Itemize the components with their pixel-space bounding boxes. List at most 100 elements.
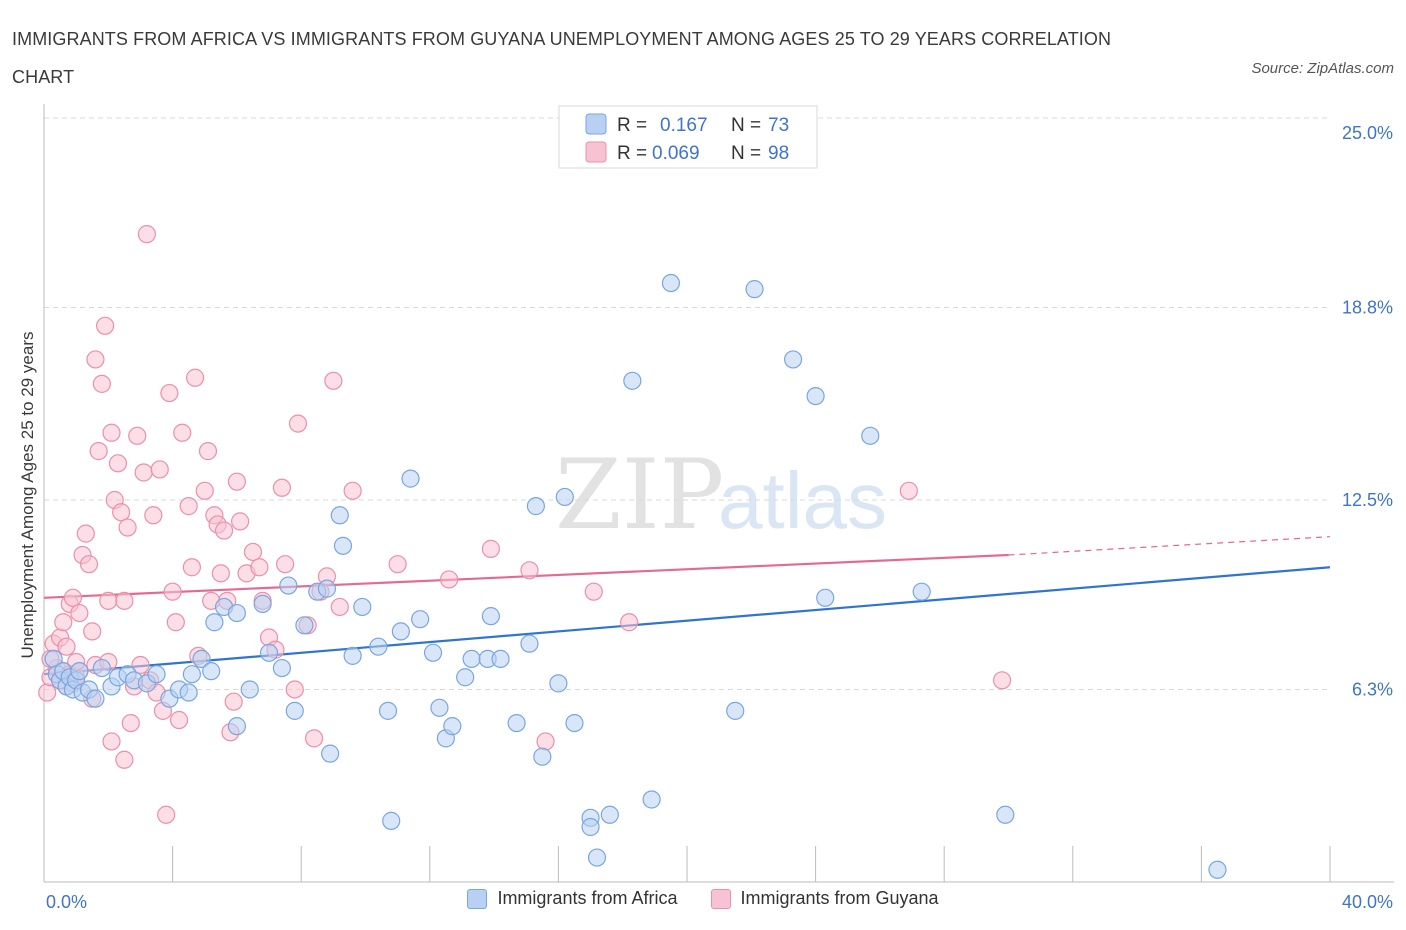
- y-tick-label: 18.8%: [1342, 297, 1393, 317]
- point-africa: [382, 811, 401, 830]
- point-africa: [321, 744, 340, 763]
- point-africa: [745, 280, 764, 299]
- point-guyana: [388, 555, 407, 574]
- point-africa: [259, 643, 279, 662]
- point-africa: [623, 371, 642, 390]
- trend-line-guyana-extrapolated: [1008, 536, 1331, 556]
- point-guyana: [481, 539, 500, 558]
- point-guyana: [620, 613, 639, 632]
- point-guyana: [38, 683, 57, 702]
- point-guyana: [166, 613, 185, 632]
- point-guyana: [992, 671, 1012, 690]
- point-guyana: [76, 524, 95, 543]
- legend-r-label-guyana: R =: [617, 143, 647, 164]
- point-africa: [507, 713, 526, 733]
- point-africa: [92, 658, 111, 678]
- point-guyana: [121, 713, 140, 733]
- legend-swatch-africa: [585, 113, 607, 135]
- point-guyana: [95, 316, 115, 335]
- point-africa: [253, 594, 272, 614]
- point-guyana: [144, 506, 163, 525]
- point-africa: [182, 665, 201, 684]
- point-africa: [533, 747, 552, 766]
- point-guyana: [227, 472, 246, 491]
- point-africa: [491, 649, 510, 669]
- point-guyana: [157, 805, 176, 824]
- point-guyana: [304, 729, 324, 748]
- point-guyana: [169, 710, 189, 730]
- point-guyana: [137, 225, 156, 244]
- point-africa: [912, 582, 931, 601]
- y-tick-label: 6.3%: [1352, 679, 1393, 699]
- stats-legend: R = 0.167 N = 73 R = 0.069 N = 98: [558, 105, 818, 169]
- point-africa: [192, 649, 211, 669]
- point-guyana: [520, 561, 539, 580]
- point-guyana: [70, 603, 89, 623]
- series-legend: Immigrants from Africa Immigrants from G…: [0, 888, 1406, 914]
- point-guyana: [899, 481, 918, 500]
- point-africa: [443, 717, 462, 736]
- axes: [43, 104, 1394, 883]
- point-africa: [70, 662, 89, 681]
- point-guyana: [285, 680, 304, 699]
- legend-r-label-africa: R =: [617, 115, 647, 136]
- point-guyana: [89, 442, 108, 461]
- legend-n-label-guyana: N =: [731, 143, 761, 164]
- point-guyana: [102, 423, 121, 442]
- x-tick-label-max: 40.0%: [1342, 892, 1393, 912]
- point-guyana: [99, 591, 118, 610]
- watermark: ZIP atlas: [555, 439, 887, 551]
- point-guyana: [83, 622, 102, 641]
- source-label: Source: ZipAtlas.com: [1251, 60, 1394, 77]
- point-africa: [587, 848, 607, 867]
- legend-label-africa: Immigrants from Africa: [497, 888, 678, 908]
- point-africa: [423, 643, 443, 662]
- point-africa: [240, 680, 259, 699]
- point-africa: [401, 469, 420, 488]
- point-guyana: [584, 582, 603, 601]
- point-guyana: [324, 371, 343, 390]
- point-africa: [600, 805, 619, 824]
- point-guyana: [272, 478, 292, 497]
- legend-swatch-guyana: [585, 141, 607, 163]
- point-guyana: [150, 460, 169, 479]
- gridlines: [44, 117, 1330, 690]
- point-guyana: [536, 732, 555, 751]
- point-africa: [378, 701, 398, 720]
- y-tick-label: 12.5%: [1342, 490, 1393, 510]
- point-guyana: [92, 374, 111, 393]
- tick-labels: 6.3% 12.5% 18.8% 25.0% 0.0% 40.0%: [46, 123, 1393, 912]
- point-africa: [996, 805, 1015, 824]
- point-africa: [806, 386, 825, 406]
- point-africa: [430, 698, 449, 717]
- point-africa: [642, 790, 661, 809]
- point-guyana: [195, 481, 214, 500]
- point-guyana: [211, 564, 230, 583]
- point-guyana: [102, 732, 121, 751]
- point-guyana: [214, 521, 234, 540]
- point-africa: [330, 506, 349, 525]
- point-africa: [555, 487, 574, 507]
- point-africa: [456, 668, 475, 687]
- point-africa: [783, 350, 803, 369]
- point-africa: [565, 713, 584, 733]
- point-africa: [295, 616, 314, 635]
- point-guyana: [63, 588, 83, 607]
- chart-title: IMMIGRANTS FROM AFRICA VS IMMIGRANTS FRO…: [12, 29, 1112, 87]
- point-guyana: [54, 613, 73, 632]
- legend-item-guyana[interactable]: Immigrants from Guyana: [710, 888, 939, 909]
- point-guyana: [128, 426, 147, 445]
- point-africa: [726, 701, 745, 720]
- legend-item-africa[interactable]: Immigrants from Africa: [467, 888, 677, 909]
- trend-line-africa: [43, 566, 1331, 676]
- point-africa: [861, 426, 880, 445]
- point-guyana: [439, 570, 459, 589]
- point-africa: [317, 579, 337, 598]
- point-africa: [549, 674, 568, 693]
- point-africa: [353, 597, 372, 617]
- data-points: [38, 225, 1227, 879]
- legend-label-guyana: Immigrants from Guyana: [740, 888, 939, 908]
- point-africa: [481, 607, 500, 626]
- watermark-zip: ZIP: [555, 439, 724, 551]
- point-africa: [581, 817, 600, 837]
